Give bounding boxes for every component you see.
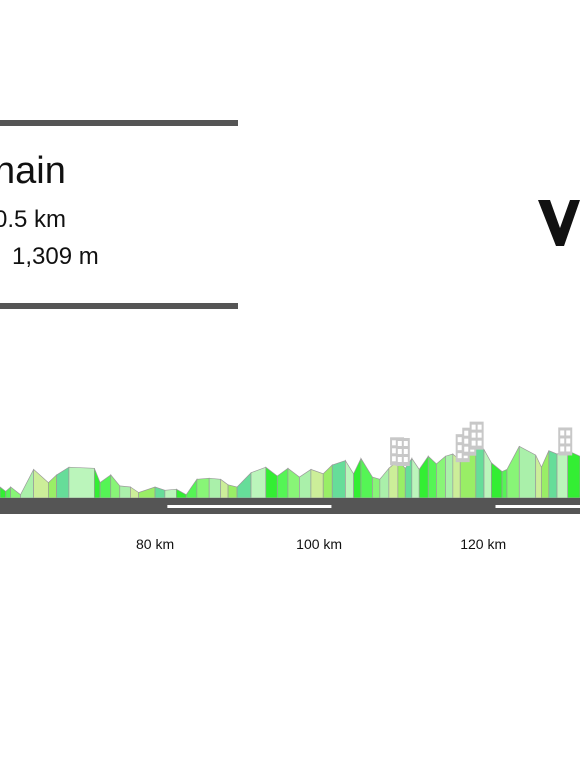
profile-segment: [130, 486, 139, 499]
profile-segment: [388, 459, 399, 499]
logo-icon: [538, 200, 580, 246]
x-tick-label: 100 km: [296, 536, 342, 552]
profile-segment: [185, 478, 198, 499]
x-tick-label: 120 km: [460, 536, 506, 552]
village-icon: [558, 427, 573, 456]
profile-segment: [0, 486, 7, 499]
profile-segment: [518, 445, 537, 499]
profile-segment: [287, 467, 300, 499]
profile-segment: [68, 466, 95, 499]
header-bottom-rule: [0, 303, 238, 309]
profile-segment: [491, 462, 503, 499]
profile-segment: [372, 476, 381, 499]
profile-segment: [56, 466, 70, 499]
profile-segment: [10, 486, 21, 499]
profile-segment: [379, 467, 390, 499]
profile-segment: [567, 450, 580, 499]
profile-segment: [475, 444, 485, 499]
profile-segment: [154, 486, 166, 499]
profile-segment: [360, 457, 373, 499]
profile-segment: [436, 455, 446, 499]
profile-segment: [20, 469, 34, 499]
profile-segment: [445, 453, 454, 499]
profile-segment: [541, 450, 550, 499]
profile-segment: [411, 457, 420, 499]
profile-segment: [208, 477, 222, 499]
stage-distance: 0.5 km: [0, 206, 67, 233]
profile-segment: [48, 474, 57, 499]
profile-segment: [353, 458, 362, 499]
profile-segment: [299, 468, 312, 499]
profile-segment: [556, 450, 569, 499]
profile-segment: [33, 468, 49, 499]
village-icon: [395, 438, 410, 466]
profile-segment: [5, 486, 12, 499]
stage-elevation: 1,309 m: [12, 243, 99, 270]
profile-segment: [345, 459, 354, 499]
profile-segment: [322, 464, 333, 499]
profile-segment: [483, 448, 492, 499]
profile-segment: [310, 468, 324, 499]
profile-segment: [427, 455, 437, 499]
profile-segment: [535, 454, 542, 499]
profile-segment: [119, 485, 131, 499]
profile-segment: [548, 450, 558, 499]
route-bar-highlight: [167, 505, 332, 508]
profile-segment: [236, 471, 252, 499]
profile-segment: [506, 446, 520, 499]
route-bar-highlight: [495, 505, 580, 508]
profile-segment: [227, 484, 238, 499]
profile-segment: [196, 477, 210, 499]
profile-segment: [418, 455, 429, 499]
profile-segment: [138, 486, 156, 499]
stage-title: nain: [0, 150, 66, 192]
x-tick-label: 80 km: [136, 536, 174, 552]
profile-segment: [276, 467, 289, 499]
village-icon: [469, 421, 484, 450]
profile-segment: [176, 488, 187, 499]
profile-segment: [250, 466, 267, 499]
profile-segment: [397, 459, 406, 499]
profile-segment: [93, 468, 101, 499]
profile-segment: [110, 473, 121, 499]
profile-segment: [331, 460, 346, 499]
profile-segment: [220, 478, 229, 499]
profile-segment: [99, 474, 112, 499]
profile-segment: [164, 488, 177, 499]
header-top-rule: [0, 120, 238, 126]
profile-segment: [501, 468, 508, 499]
profile-segment: [265, 466, 278, 499]
